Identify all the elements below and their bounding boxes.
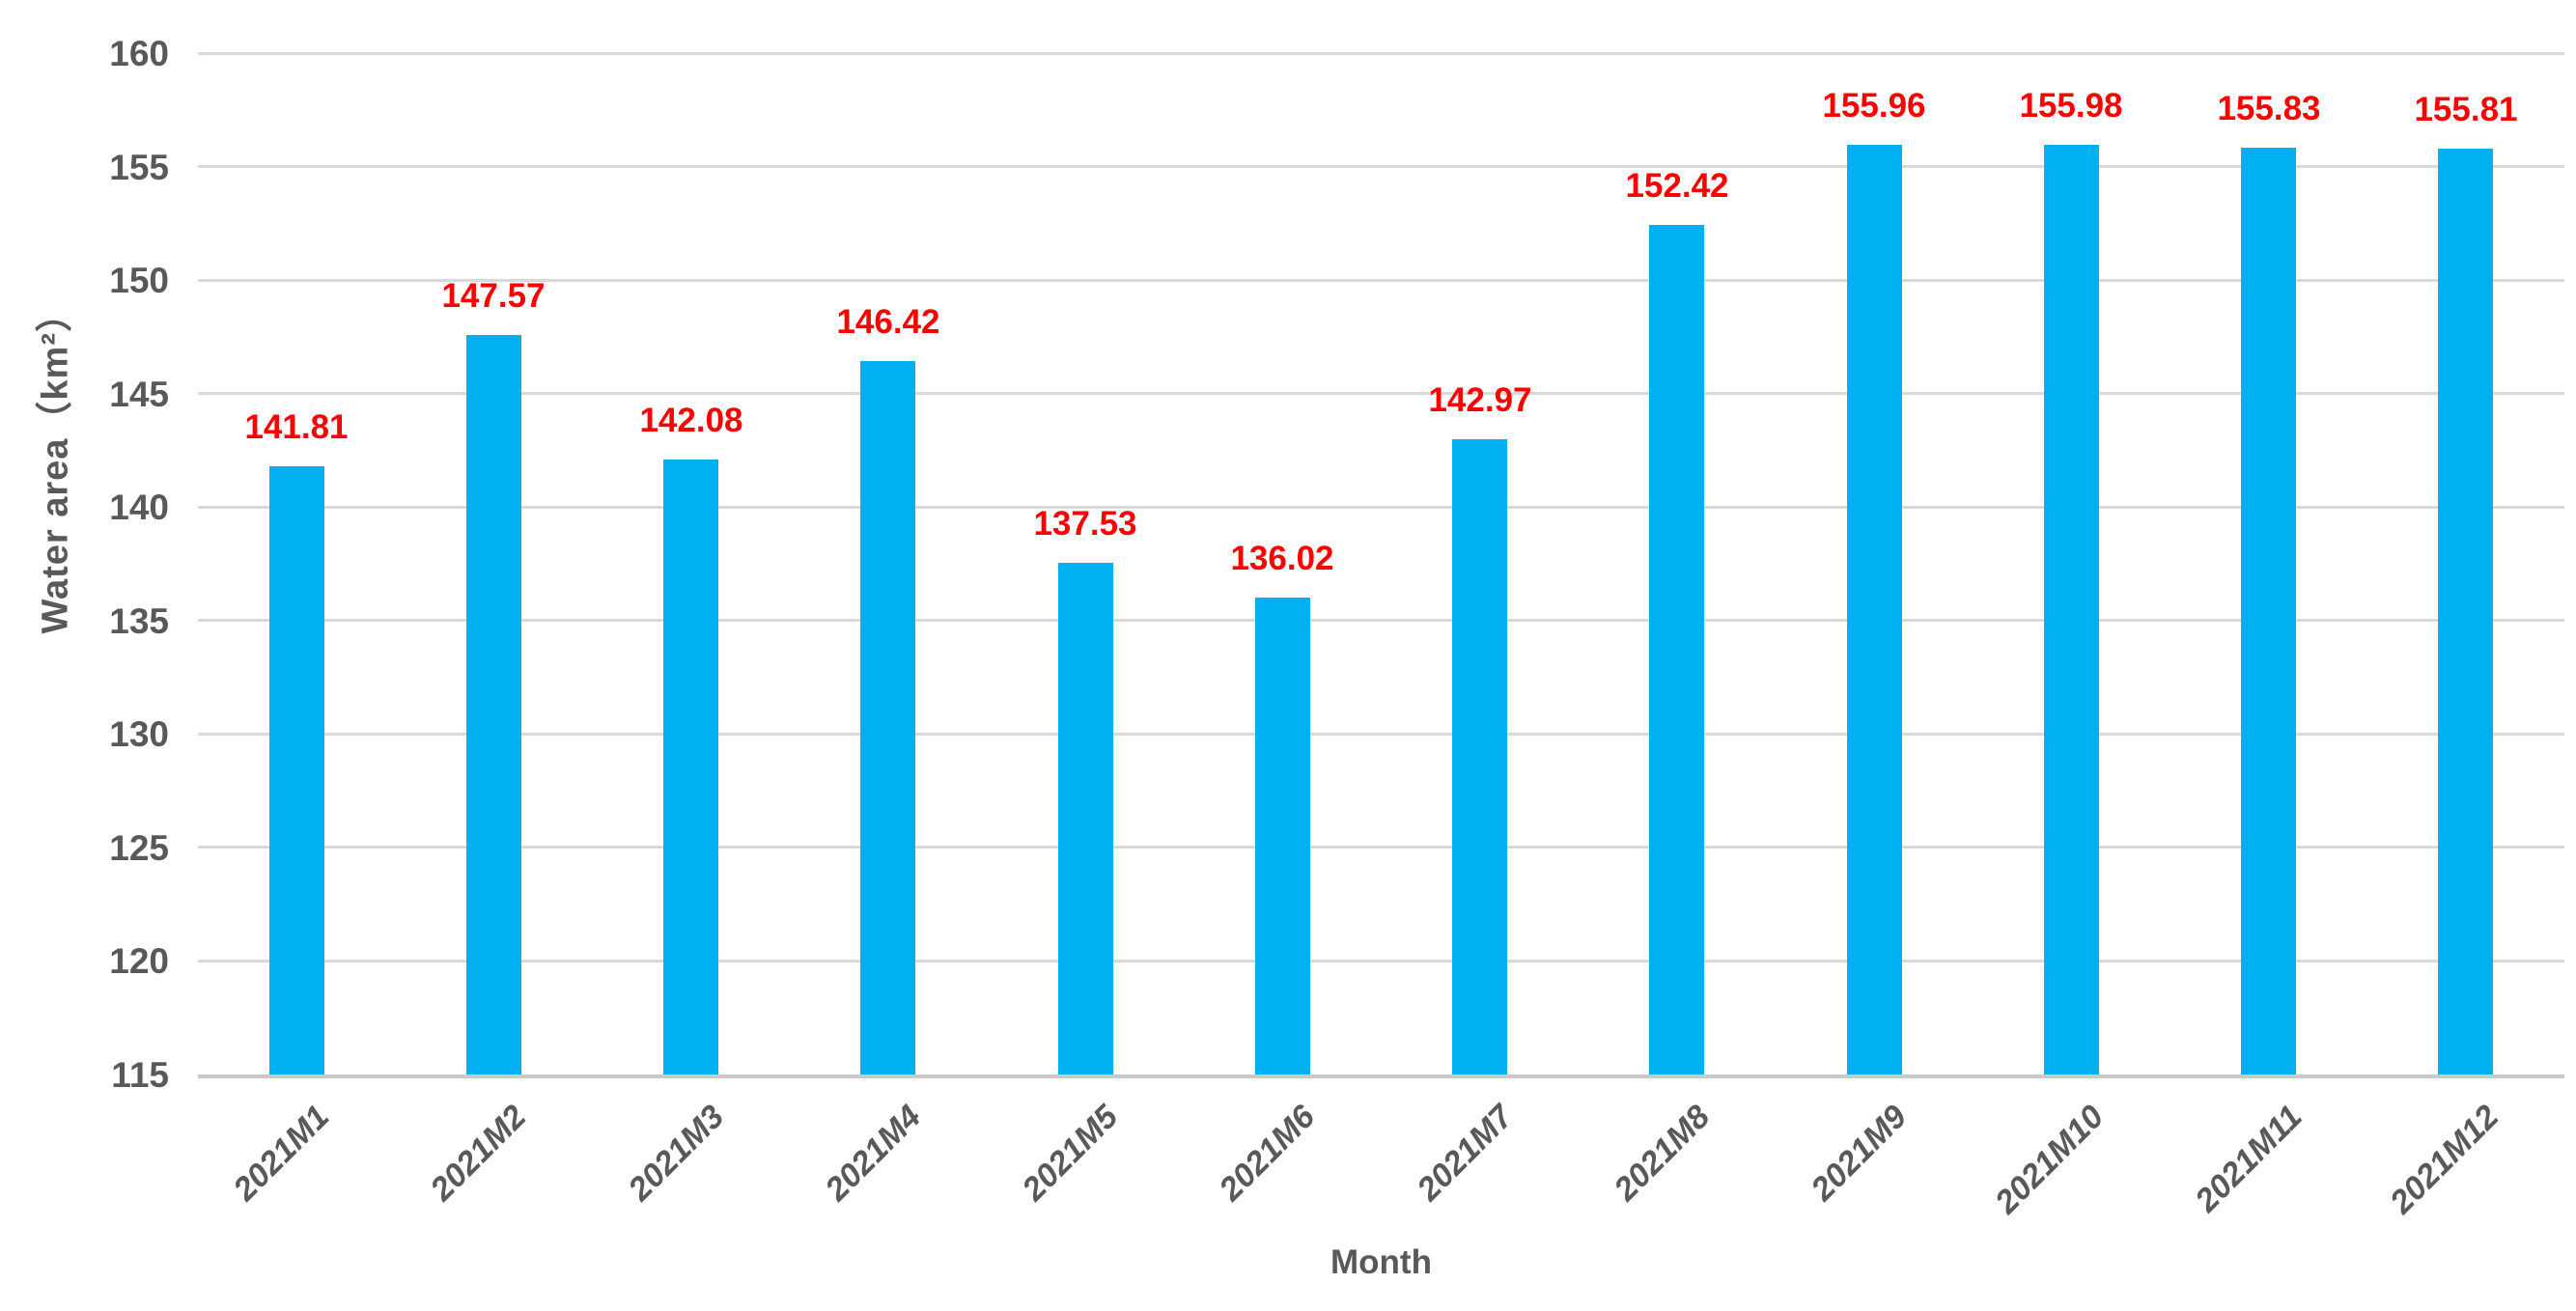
- value-label-2021M6: 136.02: [1230, 539, 1334, 577]
- gridline: [198, 51, 2564, 55]
- x-tick-label-2021M7: 2021M7: [1410, 1098, 1521, 1209]
- x-tick-label-2021M11: 2021M11: [2188, 1098, 2310, 1219]
- gridline: [198, 846, 2564, 850]
- x-tick-label-2021M8: 2021M8: [1607, 1098, 1718, 1209]
- gridline: [198, 959, 2564, 962]
- value-label-2021M12: 155.81: [2414, 90, 2518, 128]
- value-label-2021M8: 152.42: [1625, 167, 1729, 206]
- gridline: [198, 392, 2564, 396]
- y-tick-label: 130: [109, 714, 169, 755]
- bar-2021M1: [269, 465, 324, 1074]
- gridline: [198, 505, 2564, 509]
- plot-area: 115 120 125 130 135 140 145 150 155 160 141.81 2021…: [109, 36, 2564, 1221]
- y-tick-label: 155: [109, 147, 169, 187]
- y-tick-label: 160: [109, 34, 169, 73]
- x-tick-label-2021M12: 2021M12: [2383, 1098, 2506, 1221]
- x-tick-label-2021M1: 2021M1: [226, 1098, 337, 1209]
- bar-2021M4: [860, 361, 915, 1074]
- value-label-2021M5: 137.53: [1033, 505, 1137, 544]
- gridline: [198, 619, 2564, 623]
- y-tick-label: 115: [111, 1055, 169, 1095]
- y-tick-label: 145: [109, 374, 169, 414]
- bar-2021M3: [663, 460, 718, 1074]
- x-tick-label-2021M3: 2021M3: [621, 1098, 732, 1209]
- bar-2021M7: [1452, 439, 1507, 1074]
- y-tick-label: 150: [109, 261, 169, 301]
- y-tick-label: 125: [109, 827, 169, 868]
- value-label-2021M11: 155.83: [2217, 90, 2321, 128]
- x-axis-title: Month: [1330, 1243, 1432, 1281]
- value-label-2021M7: 142.97: [1428, 381, 1532, 420]
- x-tick-label-2021M9: 2021M9: [1804, 1098, 1915, 1209]
- bar-2021M8: [1649, 225, 1704, 1074]
- bar-2021M9: [1847, 144, 1902, 1074]
- x-tick-label-2021M10: 2021M10: [1988, 1098, 2112, 1221]
- gridline: [198, 732, 2564, 736]
- gridline: [198, 278, 2564, 282]
- x-tick-label-2021M2: 2021M2: [423, 1098, 534, 1209]
- bar-2021M10: [2044, 144, 2099, 1074]
- y-tick-label: 120: [109, 941, 169, 982]
- value-label-2021M3: 142.08: [639, 402, 743, 440]
- y-tick-label: 135: [109, 600, 169, 641]
- bar-2021M6: [1255, 597, 1310, 1074]
- gridline: [198, 165, 2564, 169]
- y-tick-label: 140: [109, 488, 169, 528]
- value-label-2021M2: 147.57: [441, 277, 546, 316]
- bar-2021M5: [1058, 563, 1113, 1074]
- value-label-2021M9: 155.96: [1822, 86, 1926, 125]
- bar-2021M11: [2241, 148, 2296, 1074]
- x-tick-label-2021M6: 2021M6: [1212, 1098, 1323, 1209]
- value-label-2021M1: 141.81: [244, 407, 349, 446]
- bar-2021M2: [466, 335, 521, 1074]
- x-axis-line: [198, 1074, 2564, 1078]
- x-tick-label-2021M4: 2021M4: [818, 1098, 929, 1209]
- value-label-2021M4: 146.42: [836, 303, 940, 342]
- bar-2021M12: [2438, 148, 2493, 1074]
- x-tick-label-2021M5: 2021M5: [1015, 1098, 1126, 1209]
- value-label-2021M10: 155.98: [2019, 86, 2123, 125]
